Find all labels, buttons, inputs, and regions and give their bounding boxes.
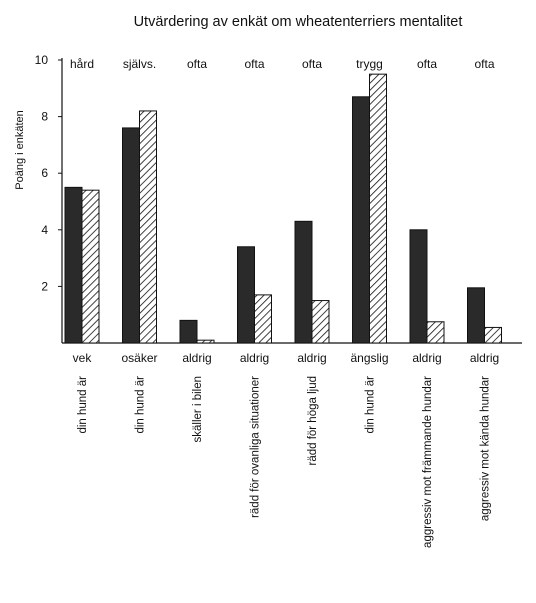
top-label-1: självs. — [123, 57, 156, 71]
bar-series2-6 — [426, 321, 445, 344]
bottom-label-7: aldrig — [470, 351, 499, 365]
bar-series2-2 — [196, 339, 215, 344]
top-label-0: hård — [70, 57, 94, 71]
top-label-4: ofta — [302, 57, 322, 71]
top-label-6: ofta — [417, 57, 437, 71]
bottom-label-0: vek — [73, 351, 93, 365]
bar-series2-0 — [81, 189, 100, 344]
y-tick-label: 4 — [41, 223, 48, 237]
bar-series2-5 — [369, 73, 387, 344]
bar-series1-6 — [409, 229, 428, 344]
bottom-label-5: ängslig — [350, 351, 388, 365]
bar-series2-1 — [139, 110, 157, 344]
top-label-2: ofta — [187, 57, 207, 71]
y-tick-label: 10 — [35, 53, 49, 67]
bottom-label-6: aldrig — [412, 351, 441, 365]
bar-series1-1 — [122, 127, 140, 344]
bottom-label-3: aldrig — [240, 351, 269, 365]
y-axis-label: Poäng i enkäten — [14, 110, 26, 190]
bar-series2-4 — [311, 300, 330, 344]
category-label-2: skäller i bilen — [192, 376, 204, 442]
y-tick-label: 6 — [41, 166, 48, 180]
category-label-4: rädd för höga ljud — [307, 376, 319, 466]
bar-series1-7 — [467, 287, 485, 344]
bar-series1-3 — [237, 246, 255, 344]
category-label-0: din hund är — [77, 376, 89, 434]
top-label-5: trygg — [356, 57, 383, 71]
category-label-1: din hund är — [135, 376, 147, 434]
bar-series1-5 — [352, 96, 370, 344]
category-label-7: aggressiv mot kända hundar — [480, 376, 492, 521]
chart-title: Utvärdering av enkät om wheatenterriers … — [134, 14, 463, 30]
bottom-label-2: aldrig — [182, 351, 211, 365]
category-label-3: rädd för ovanliga situationer — [250, 376, 262, 518]
bottom-label-1: osäker — [121, 351, 157, 365]
y-tick-label: 8 — [41, 110, 48, 124]
bars — [64, 73, 502, 344]
labels: hård vek din hund är självs. osäker din hund … — [70, 57, 499, 548]
bar-series1-4 — [294, 220, 313, 344]
axes: 2 4 6 8 10 — [35, 53, 522, 344]
bar-series1-0 — [64, 186, 83, 344]
top-label-7: ofta — [474, 57, 494, 71]
top-label-3: ofta — [244, 57, 264, 71]
category-label-6: aggressiv mot främmande hundar — [422, 376, 434, 548]
y-tick-label: 2 — [41, 279, 48, 293]
bottom-label-4: aldrig — [297, 351, 326, 365]
bar-series2-3 — [254, 294, 272, 344]
bar-series1-2 — [179, 319, 198, 344]
category-label-5: din hund är — [365, 376, 377, 434]
bar-series2-7 — [484, 326, 502, 344]
